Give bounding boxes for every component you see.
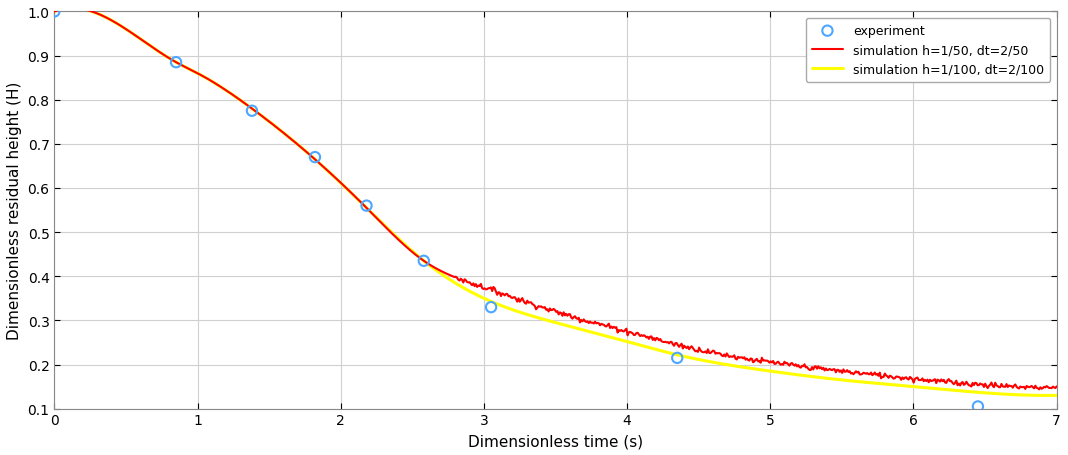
experiment [46, 9, 63, 16]
simulation h=1/100, dt=2/100 [111, 22, 124, 27]
experiment [244, 108, 261, 115]
experiment [415, 258, 433, 265]
simulation h=1/100, dt=2/100 [631, 342, 644, 348]
experiment [307, 154, 324, 162]
simulation h=1/50, dt=2/50 [48, 10, 61, 15]
simulation h=1/100, dt=2/100 [1050, 393, 1063, 398]
simulation h=1/50, dt=2/50 [688, 347, 701, 353]
simulation h=1/100, dt=2/100 [658, 349, 671, 354]
simulation h=1/50, dt=2/50 [111, 22, 124, 27]
simulation h=1/100, dt=2/100 [65, 6, 78, 12]
simulation h=1/100, dt=2/100 [912, 384, 925, 390]
simulation h=1/100, dt=2/100 [48, 10, 61, 15]
simulation h=1/100, dt=2/100 [1041, 393, 1054, 398]
Line: simulation h=1/100, dt=2/100: simulation h=1/100, dt=2/100 [54, 9, 1056, 395]
simulation h=1/50, dt=2/50 [658, 339, 671, 345]
Y-axis label: Dimensionless residual height (H): Dimensionless residual height (H) [7, 82, 22, 339]
simulation h=1/50, dt=2/50 [65, 6, 78, 12]
simulation h=1/100, dt=2/100 [810, 374, 822, 380]
experiment [168, 60, 185, 67]
simulation h=1/50, dt=2/50 [810, 364, 822, 369]
simulation h=1/50, dt=2/50 [1050, 384, 1063, 389]
Line: simulation h=1/50, dt=2/50: simulation h=1/50, dt=2/50 [54, 9, 1056, 389]
simulation h=1/50, dt=2/50 [912, 378, 925, 383]
simulation h=1/50, dt=2/50 [1033, 387, 1046, 392]
experiment [669, 354, 686, 362]
X-axis label: Dimensionless time (s): Dimensionless time (s) [468, 433, 643, 448]
experiment [358, 202, 375, 210]
simulation h=1/50, dt=2/50 [631, 330, 644, 336]
simulation h=1/100, dt=2/100 [688, 356, 701, 362]
experiment [970, 403, 987, 410]
experiment [483, 304, 500, 311]
Legend: experiment, simulation h=1/50, dt=2/50, simulation h=1/100, dt=2/100: experiment, simulation h=1/50, dt=2/50, … [805, 19, 1051, 82]
